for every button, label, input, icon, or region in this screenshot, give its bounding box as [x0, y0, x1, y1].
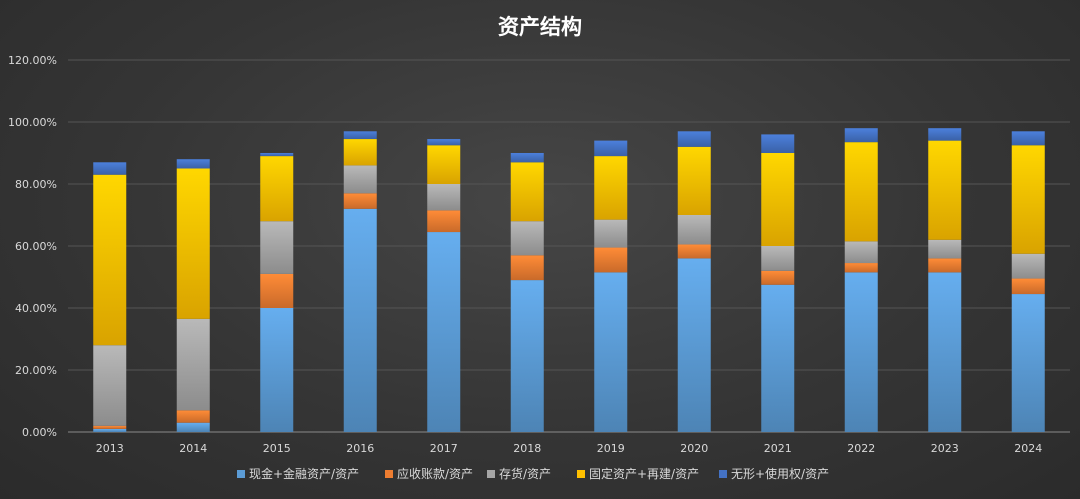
bar-segment [510, 255, 544, 281]
bar-segment [594, 219, 628, 248]
bar-segment [594, 272, 628, 432]
bar-segment [761, 270, 795, 285]
bar-segment [93, 174, 127, 346]
bar-segment [844, 263, 878, 273]
bar-segment [343, 208, 377, 432]
x-tick-label: 2018 [513, 442, 541, 455]
legend-label: 存货/资产 [499, 466, 551, 481]
bar-segment [510, 280, 544, 432]
bar-segment [761, 284, 795, 432]
bar-segment [176, 422, 210, 432]
y-tick-label: 0.00% [22, 426, 57, 439]
bar-segment [176, 318, 210, 411]
x-tick-label: 2017 [430, 442, 458, 455]
bar-segment [1011, 278, 1045, 295]
x-tick-label: 2014 [179, 442, 207, 455]
y-tick-label: 40.00% [15, 302, 57, 315]
bar-segment [93, 428, 127, 432]
bar-segment [677, 131, 711, 147]
x-tick-label: 2021 [764, 442, 792, 455]
y-tick-label: 120.00% [8, 54, 57, 67]
x-tick-label: 2015 [263, 442, 291, 455]
bar-segment [176, 168, 210, 319]
x-tick-label: 2016 [346, 442, 374, 455]
bar-segment [343, 131, 377, 140]
bar-segment [93, 425, 127, 429]
legend-label: 固定资产+再建/资产 [589, 466, 699, 481]
bar-segment [260, 153, 294, 157]
bar-segment [427, 184, 461, 211]
bar-segment [844, 241, 878, 264]
bar-segment [594, 156, 628, 220]
bar-segment [928, 140, 962, 240]
bar-segment [510, 153, 544, 163]
bar-segment [594, 140, 628, 157]
y-tick-label: 60.00% [15, 240, 57, 253]
bar-segment [427, 232, 461, 432]
bar-segment [260, 308, 294, 432]
legend-swatch [385, 470, 393, 478]
legend-label: 应收账款/资产 [397, 466, 473, 481]
x-tick-label: 2023 [931, 442, 959, 455]
bar-segment [1011, 131, 1045, 146]
bar-segment [844, 272, 878, 432]
bar-segment [761, 153, 795, 246]
bar-segment [928, 128, 962, 141]
bar-segment [677, 258, 711, 432]
bar-segment [761, 134, 795, 153]
bar-segment [928, 239, 962, 259]
bar-segment [343, 165, 377, 194]
bar-segment [677, 146, 711, 215]
bar-segment [260, 221, 294, 274]
bar-segment [176, 159, 210, 169]
x-tick-label: 2022 [847, 442, 875, 455]
y-tick-label: 20.00% [15, 364, 57, 377]
bar-segment [677, 215, 711, 245]
y-tick-label: 80.00% [15, 178, 57, 191]
legend-swatch [487, 470, 495, 478]
bar-segment [928, 258, 962, 273]
legend-swatch [719, 470, 727, 478]
y-tick-label: 100.00% [8, 116, 57, 129]
bar-segment [844, 142, 878, 242]
bar-segment [93, 162, 127, 175]
legend-label: 无形+使用权/资产 [731, 466, 829, 481]
x-tick-label: 2019 [597, 442, 625, 455]
bar-segment [594, 247, 628, 273]
bar-segment [176, 410, 210, 423]
legend-swatch [577, 470, 585, 478]
bar-segment [928, 272, 962, 432]
bar-segment [761, 246, 795, 271]
bar-segment [260, 156, 294, 222]
bar-segment [260, 273, 294, 308]
x-tick-label: 2020 [680, 442, 708, 455]
bar-segment [427, 139, 461, 146]
bar-segment [510, 162, 544, 222]
chart-title: 资产结构 [498, 15, 582, 39]
bar-segment [677, 244, 711, 259]
legend-swatch [237, 470, 245, 478]
bar-segment [1011, 145, 1045, 254]
x-tick-label: 2024 [1014, 442, 1042, 455]
bar-segment [427, 210, 461, 233]
bar-segment [844, 128, 878, 143]
bar-segment [343, 139, 377, 166]
legend-label: 现金+金融资产/资产 [249, 466, 359, 481]
bar-segment [1011, 253, 1045, 279]
bar-segment [343, 193, 377, 209]
bar-segment [427, 145, 461, 184]
bar-segment [93, 345, 127, 426]
bar-segment [1011, 294, 1045, 432]
bar-segment [510, 221, 544, 256]
x-tick-label: 2013 [96, 442, 124, 455]
